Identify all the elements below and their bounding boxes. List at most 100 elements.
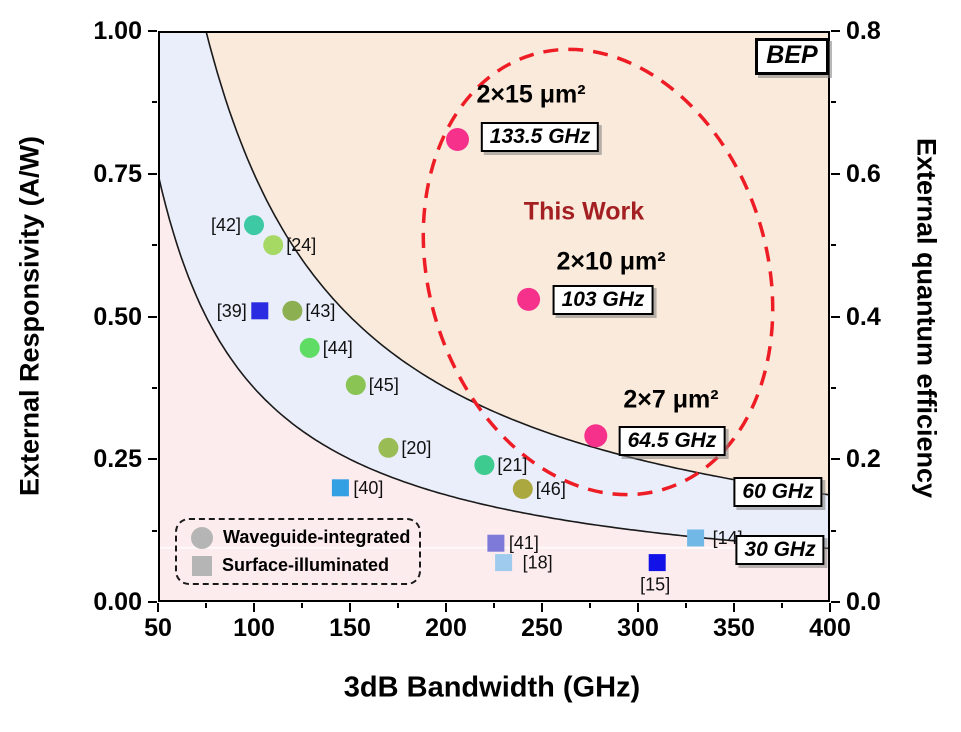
y-right-major-tick [831,30,840,32]
x-tick-label: 400 [809,614,851,642]
ref-label-42: [42] [211,215,241,235]
annotation-60-ghz: 60 GHz [733,477,823,507]
x-major-tick [349,603,351,612]
y-axis-title-left: External Responsivity (A/W) [14,135,45,497]
ref-label-14: [14] [713,528,743,548]
y-left-tick-label: 0.25 [93,445,142,474]
point-21 [474,455,495,475]
ref-label-46: [46] [536,479,566,499]
y-right-tick-label: 0.2 [846,445,881,474]
point-45 [345,375,366,395]
ref-label-18: [18] [523,553,553,573]
annotation-2-15-m-: 2×15 μm² [476,80,586,109]
x-axis-title: 3dB Bandwidth (GHz) [343,671,641,704]
point-39 [251,302,269,320]
x-tick-label: 300 [617,614,659,642]
surface-marker-icon [192,555,212,576]
x-minor-tick [205,603,207,608]
x-major-tick [637,603,639,612]
y-right-minor-tick [831,244,836,247]
annotation-133.5-ghz: 133.5 GHz [480,122,600,152]
y-right-major-tick [831,458,840,461]
y-left-minor-tick [152,386,157,389]
y-left-tick-label: 0.75 [93,159,142,188]
y-right-major-tick [831,172,840,175]
y-left-major-tick [148,601,157,603]
x-minor-tick [493,603,495,608]
ref-label-44: [44] [323,338,353,358]
y-right-tick-label: 0.0 [846,588,881,616]
y-left-tick-label: 0.00 [93,588,142,616]
y-left-major-tick [148,172,157,175]
x-major-tick [541,603,543,612]
point-15 [648,554,666,572]
y-left-major-tick [148,315,157,318]
bep-tag: BEP [755,38,829,75]
point-thiswork-64.5GHz [584,424,608,448]
point-14 [687,529,705,547]
x-major-tick [253,603,255,612]
x-minor-tick [301,603,303,608]
y-left-minor-tick [152,529,157,532]
x-minor-tick [685,603,687,608]
point-44 [299,337,320,358]
legend-row-waveguide: Waveguide-integrated [191,526,419,549]
waveguide-marker-icon [191,526,213,549]
legend-label-waveguide: Waveguide-integrated [223,527,411,548]
x-tick-label: 150 [329,614,371,642]
annotation-2-7-m-: 2×7 μm² [623,385,719,414]
point-18 [495,554,513,572]
legend-label-surface: Surface-illuminated [222,555,390,576]
legend-row-surface: Surface-illuminated [191,555,419,576]
x-major-tick [829,603,831,612]
annotation-30-ghz: 30 GHz [735,535,825,565]
y-right-tick-label: 0.8 [846,17,881,45]
region-above-60ghz [206,31,830,495]
y-right-tick-label: 0.6 [846,159,881,188]
ref-label-45: [45] [369,375,399,395]
ref-label-40: [40] [353,478,383,498]
x-major-tick [445,603,447,612]
point-thiswork-103GHz [517,287,541,311]
legend: Waveguide-integrated Surface-illuminated [175,518,421,585]
this-work-ellipse [421,47,775,497]
x-tick-label: 100 [233,614,275,642]
ref-label-21: [21] [497,455,527,475]
ref-label-24: [24] [286,235,316,255]
y-left-minor-tick [152,244,157,247]
y-left-tick-label: 1.00 [93,17,142,45]
y-left-minor-tick [152,101,157,104]
y-right-minor-tick [831,386,836,389]
point-20 [378,437,399,458]
point-40 [331,479,349,497]
plot-area: [42] [24] [43] [44] [45] [20] [21] [46] [39] [40]… [158,31,830,602]
y-left-major-tick [148,30,157,32]
y-right-major-tick [831,315,840,318]
point-42 [244,215,264,236]
annotation-this-work: This Work [523,197,645,226]
y-axis-title-right: External quantum efficiency [911,137,942,499]
ref-label-20: [20] [401,438,431,458]
x-minor-tick [589,603,591,608]
y-right-minor-tick [831,101,836,104]
plot-border [158,31,830,602]
y-right-major-tick [831,601,840,603]
point-46 [512,478,533,499]
ref-label-41: [41] [509,533,539,553]
y-left-major-tick [148,458,157,461]
bep-curve-60ghz [205,31,829,496]
point-41 [487,534,505,552]
ref-label-43: [43] [305,301,335,321]
x-minor-tick [781,603,783,608]
ref-label-39: [39] [217,301,247,321]
x-tick-label: 350 [713,614,755,642]
x-major-tick [733,603,735,612]
x-tick-label: 50 [144,614,172,642]
x-major-tick [157,603,159,612]
ref-label-15: [15] [640,575,670,595]
x-minor-tick [397,603,399,608]
x-tick-label: 250 [521,614,563,642]
annotation-64.5-ghz: 64.5 GHz [618,426,726,456]
bep-curve-30ghz [158,173,830,550]
